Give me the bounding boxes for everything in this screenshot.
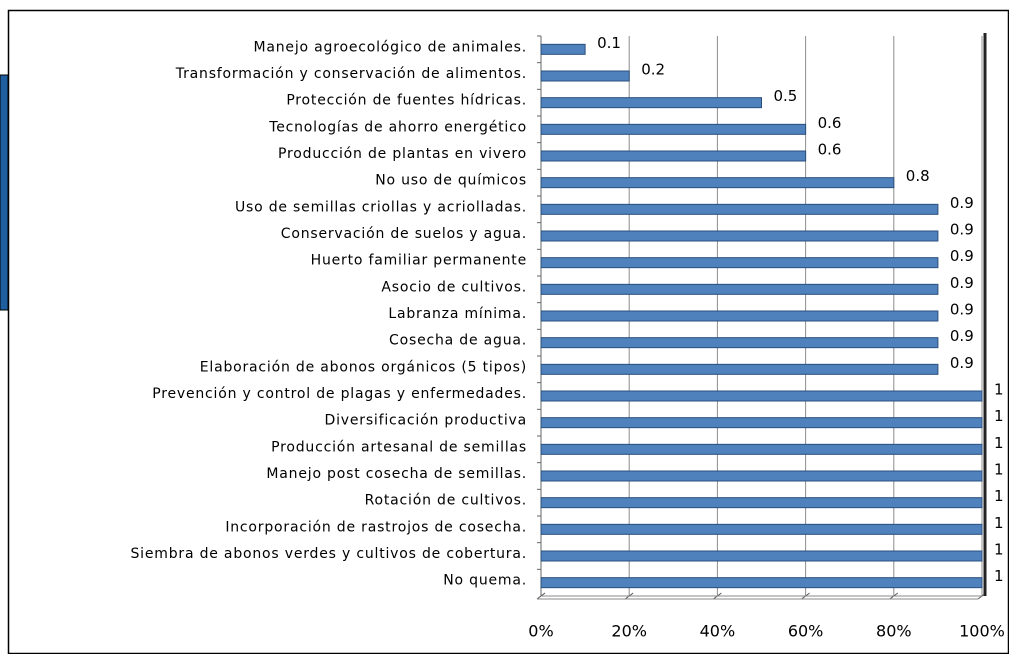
bar (540, 470, 983, 482)
x-tick-label: 0% (528, 622, 553, 641)
bar (540, 177, 895, 189)
y-tick-label: Manejo agroecológico de animales. (253, 39, 527, 55)
x-tick-label: 80% (876, 622, 912, 641)
value-label: 1 (994, 541, 1004, 559)
value-label: 1 (994, 461, 1004, 479)
y-tick-label: Prevención y control de plagas y enferme… (152, 386, 527, 402)
value-label: 0.6 (818, 114, 842, 132)
bar (540, 123, 807, 135)
y-tick-label: Producción artesanal de semillas (271, 439, 527, 455)
bar (540, 70, 630, 82)
y-tick-label: Tecnologías de ahorro energético (268, 119, 527, 135)
x-tick-label: 40% (700, 622, 736, 641)
y-tick-label: No uso de químicos (375, 173, 527, 189)
y-tick-label: Huerto familiar permanente (311, 253, 527, 269)
value-label: 0.5 (774, 87, 798, 105)
y-tick-label: Elaboración de abonos orgánicos (5 tipos… (200, 359, 527, 375)
x-tick-label: 60% (788, 622, 824, 641)
bar (540, 337, 939, 349)
bar (540, 363, 939, 375)
bar (540, 550, 983, 562)
value-label: 0.6 (818, 141, 842, 159)
y-tick-label: Diversificación productiva (325, 413, 527, 429)
value-label: 0.9 (950, 354, 974, 372)
x-tick-label: 100% (959, 622, 1005, 641)
bar (540, 203, 939, 215)
y-tick-label: Siembra de abonos verdes y cultivos de c… (130, 546, 527, 562)
value-label: 0.9 (950, 247, 974, 265)
bar (540, 577, 983, 589)
y-tick-label: Rotación de cultivos. (365, 493, 527, 509)
y-tick-label: Uso de semillas criollas y acriolladas. (235, 199, 527, 215)
x-tick-label: 20% (611, 622, 647, 641)
y-tick-label: Cosecha de agua. (389, 333, 527, 349)
value-label: 1 (994, 381, 1004, 399)
y-tick-label: Labranza mínima. (388, 306, 527, 322)
bar (540, 283, 939, 295)
bar (540, 310, 939, 322)
value-label: 1 (994, 567, 1004, 585)
y-tick-label: Asocio de cultivos. (381, 279, 527, 295)
chart-frame (7, 9, 1009, 654)
value-label: 1 (994, 487, 1004, 505)
bar (540, 417, 983, 429)
bar (540, 497, 983, 509)
y-tick-label: Protección de fuentes hídricas. (286, 93, 527, 109)
bar (540, 97, 762, 109)
side-decoration (0, 74, 9, 311)
value-label: 0.2 (641, 61, 665, 79)
value-label: 0.9 (950, 327, 974, 345)
y-tick-label: Conservación de suelos y agua. (281, 226, 527, 242)
value-label: 1 (994, 514, 1004, 532)
y-tick-label: Manejo post cosecha de semillas. (266, 466, 527, 482)
bar (540, 523, 983, 535)
value-label: 0.9 (950, 301, 974, 319)
bar (540, 390, 983, 402)
y-tick-label: Incorporación de rastrojos de cosecha. (225, 519, 527, 535)
bar (540, 150, 807, 162)
value-label: 1 (994, 407, 1004, 425)
bar (540, 230, 939, 242)
value-label: 1 (994, 434, 1004, 452)
bar (540, 443, 983, 455)
bar (540, 43, 586, 55)
y-tick-label: No quema. (443, 573, 527, 589)
y-tick-label: Transformación y conservación de aliment… (175, 66, 527, 82)
value-label: 0.1 (597, 34, 621, 52)
value-label: 0.9 (950, 194, 974, 212)
plot-area: 0% 20% 40% 60% 80% 100% Manejo agroecológico d… (130, 33, 1005, 641)
value-label: 0.9 (950, 274, 974, 292)
value-label: 0.9 (950, 221, 974, 239)
value-label: 0.8 (906, 167, 930, 185)
y-tick-label: Producción de plantas en vivero (278, 146, 527, 162)
bar (540, 257, 939, 269)
